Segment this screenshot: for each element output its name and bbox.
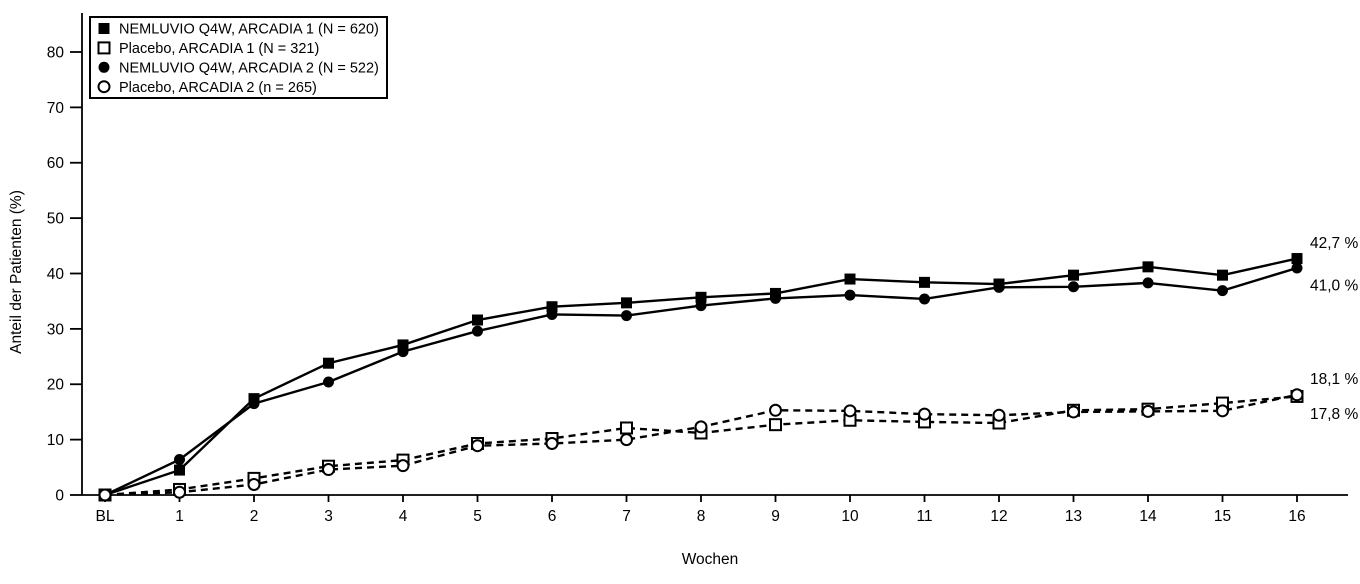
filled-square-marker xyxy=(1142,261,1154,273)
open-circle-marker xyxy=(769,403,782,417)
filled-circle-marker xyxy=(919,293,930,305)
open-square-marker xyxy=(769,418,782,432)
x-tick-label: 3 xyxy=(324,508,333,525)
y-tick-label: 50 xyxy=(47,211,65,228)
filled-square-marker xyxy=(695,291,707,303)
legend-label: NEMLUVIO Q4W, ARCADIA 2 (N = 522) xyxy=(119,60,379,76)
end-label-nemluvio-q4w-arcadia-1-n-620: 42,7 % xyxy=(1310,235,1358,252)
x-tick-label: 4 xyxy=(399,508,408,525)
y-tick-label: 10 xyxy=(47,432,65,449)
filled-circle-marker xyxy=(397,346,409,358)
end-label-placebo-arcadia-1-n-321: 17,8 % xyxy=(1310,406,1358,423)
x-tick-label: 5 xyxy=(473,508,482,525)
x-tick-label: BL xyxy=(96,508,115,525)
filled-circle-marker xyxy=(174,454,185,466)
filled-circle-marker xyxy=(1217,285,1228,297)
x-tick-label: 12 xyxy=(990,508,1007,525)
legend-label: Placebo, ARCADIA 1 (N = 321) xyxy=(119,41,319,57)
open-circle-marker xyxy=(247,477,261,491)
filled-circle-marker xyxy=(695,300,707,312)
end-label-nemluvio-q4w-arcadia-2-n-522: 41,0 % xyxy=(1310,277,1358,294)
filled-square-marker xyxy=(1291,253,1303,265)
filled-circle-marker xyxy=(546,308,558,320)
y-tick-label: 70 xyxy=(47,100,65,117)
filled-square-marker xyxy=(397,339,409,351)
filled-square-marker xyxy=(844,273,856,285)
x-tick-label: 9 xyxy=(771,508,780,525)
legend: NEMLUVIO Q4W, ARCADIA 1 (N = 620) Placebo… xyxy=(89,16,388,99)
filled-square-marker xyxy=(621,297,632,309)
filled-square-marker xyxy=(472,314,483,326)
filled-circle-marker xyxy=(1068,281,1079,293)
filled-square-marker xyxy=(546,301,558,313)
filled-square-marker xyxy=(1217,269,1228,281)
filled-circle-marker xyxy=(1291,262,1303,274)
open-circle-marker xyxy=(396,459,410,473)
filled-square-marker xyxy=(919,276,930,288)
open-circle-marker xyxy=(173,485,186,499)
open-circle-marker xyxy=(1216,404,1229,418)
x-tick-label: 1 xyxy=(175,508,184,525)
y-axis-title: Anteil der Patienten (%) xyxy=(8,190,25,354)
filled-circle-marker xyxy=(993,281,1005,293)
open-square-marker xyxy=(620,421,633,435)
open-circle-marker xyxy=(694,420,708,434)
legend-box xyxy=(89,16,388,99)
y-tick-label: 0 xyxy=(55,487,64,504)
x-tick-label: 7 xyxy=(622,508,631,525)
filled-circle-marker xyxy=(844,289,856,301)
filled-square-marker xyxy=(174,464,185,476)
open-square-icon xyxy=(97,41,111,55)
filled-circle-marker xyxy=(472,325,483,337)
open-circle-marker xyxy=(992,408,1006,422)
open-circle-marker xyxy=(98,488,112,502)
y-tick-label: 20 xyxy=(47,377,65,394)
y-tick-label: 30 xyxy=(47,321,65,338)
legend-label: Placebo, ARCADIA 2 (n = 265) xyxy=(119,80,317,96)
filled-circle-marker xyxy=(1142,277,1154,289)
filled-square-marker xyxy=(1068,269,1079,281)
x-tick-label: 2 xyxy=(250,508,259,525)
open-circle-marker xyxy=(918,407,931,421)
filled-square-icon xyxy=(98,23,110,34)
series-markers xyxy=(98,253,1304,502)
x-tick-label: 14 xyxy=(1139,508,1157,525)
x-tick-label: 13 xyxy=(1065,508,1082,525)
filled-circle-marker xyxy=(621,310,632,322)
open-circle-icon xyxy=(97,80,111,94)
y-tick-label: 40 xyxy=(47,266,65,283)
legend-item-placebo-arcadia-1-n-321: Placebo, ARCADIA 1 (N = 321) xyxy=(97,41,319,57)
x-tick-label: 8 xyxy=(697,508,706,525)
end-label-placebo-arcadia-2-n-265: 18,1 % xyxy=(1310,371,1358,388)
x-tick-label: 15 xyxy=(1214,508,1231,525)
open-circle-marker xyxy=(1067,405,1080,419)
open-circle-marker xyxy=(471,439,484,453)
legend-item-placebo-arcadia-2-n-265: Placebo, ARCADIA 2 (n = 265) xyxy=(97,80,317,96)
filled-circle-marker xyxy=(248,398,260,410)
legend-item-nemluvio-q4w-arcadia-1-n-620: NEMLUVIO Q4W, ARCADIA 1 (N = 620) xyxy=(98,22,379,38)
x-axis-title: Wochen xyxy=(682,551,739,568)
y-tick-label: 60 xyxy=(47,155,65,172)
filled-circle-icon xyxy=(98,61,110,73)
open-circle-marker xyxy=(545,437,559,451)
legend-label: NEMLUVIO Q4W, ARCADIA 1 (N = 620) xyxy=(119,22,379,38)
x-tick-label: 6 xyxy=(548,508,557,525)
filled-circle-marker xyxy=(323,376,334,388)
open-circle-marker xyxy=(322,463,335,477)
legend-item-nemluvio-q4w-arcadia-2-n-522: NEMLUVIO Q4W, ARCADIA 2 (N = 522) xyxy=(98,60,379,76)
open-circle-marker xyxy=(1141,404,1155,418)
y-tick-label: 80 xyxy=(47,44,65,61)
filled-square-marker xyxy=(323,357,334,369)
x-tick-label: 11 xyxy=(916,508,932,525)
x-tick-label: 16 xyxy=(1288,508,1305,525)
x-tick-label: 10 xyxy=(841,508,859,525)
open-circle-marker xyxy=(843,404,857,418)
open-circle-marker xyxy=(1290,388,1304,402)
open-circle-marker xyxy=(620,433,633,447)
end-labels: 42,7 % 17,8 % 41,0 % 18,1 % xyxy=(1310,235,1358,423)
filled-circle-marker xyxy=(770,292,781,304)
